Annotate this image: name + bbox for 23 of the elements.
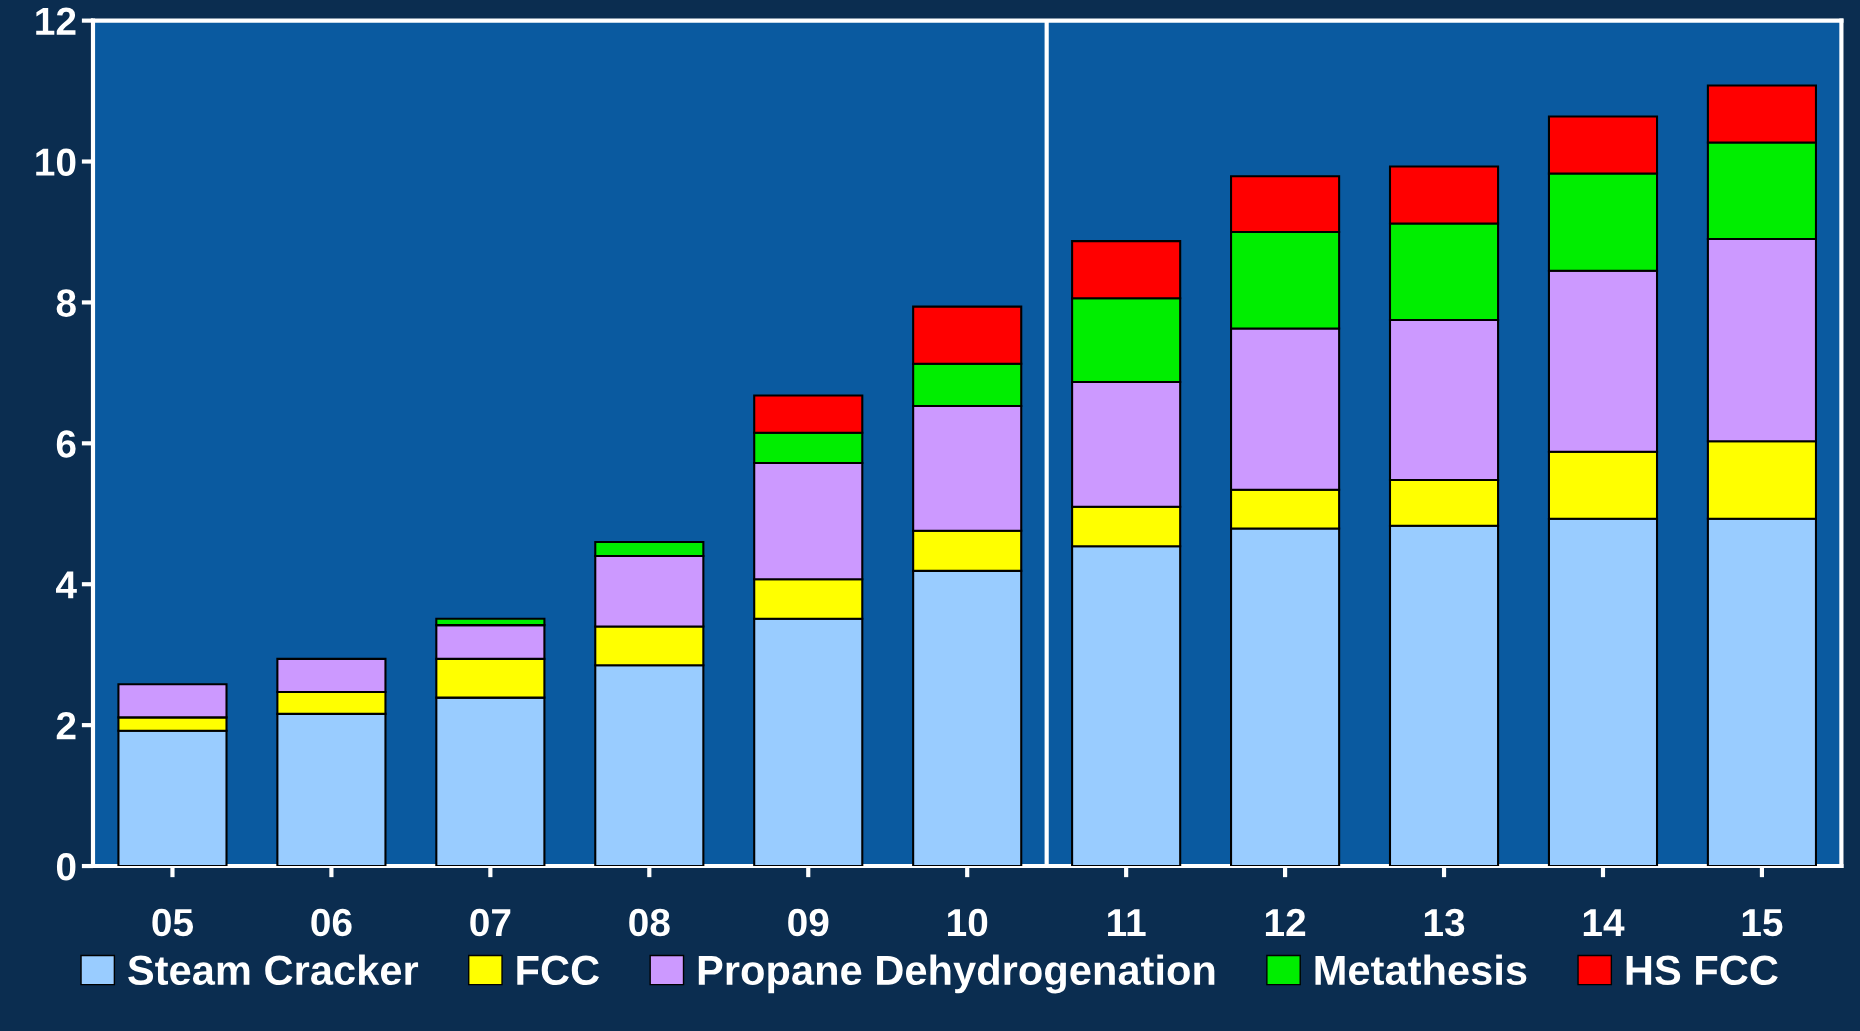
y-tick-label: 4 <box>55 571 77 599</box>
y-tick-label: 10 <box>36 148 76 176</box>
x-tick-label: 12 <box>1265 908 1306 936</box>
x-tick-label: 08 <box>629 908 670 937</box>
legend-label: Steam Cracker <box>128 954 419 986</box>
legend-label: Metathesis <box>1315 954 1527 986</box>
legend-label: FCC <box>517 955 600 986</box>
y-tick-label: 2 <box>56 712 76 740</box>
y-tick-label: 8 <box>56 289 76 317</box>
y-tick-label: 6 <box>56 430 76 458</box>
x-tick-label: 15 <box>1742 909 1783 937</box>
y-tick-label: 0 <box>56 852 76 881</box>
x-tick-label: 14 <box>1583 909 1625 936</box>
legend-label: Propane Dehydrogenation <box>698 954 1215 994</box>
x-tick-label: 13 <box>1424 908 1465 937</box>
x-tick-label: 06 <box>311 908 352 937</box>
x-tick-label: 11 <box>1108 909 1146 936</box>
y-tick-label: 12 <box>36 7 76 35</box>
x-tick-label: 09 <box>788 908 829 937</box>
x-tick-label: 10 <box>948 908 988 937</box>
x-tick-label: 05 <box>152 908 194 937</box>
x-tick-label: 07 <box>470 908 511 937</box>
legend-label: HS FCC <box>1626 955 1778 986</box>
